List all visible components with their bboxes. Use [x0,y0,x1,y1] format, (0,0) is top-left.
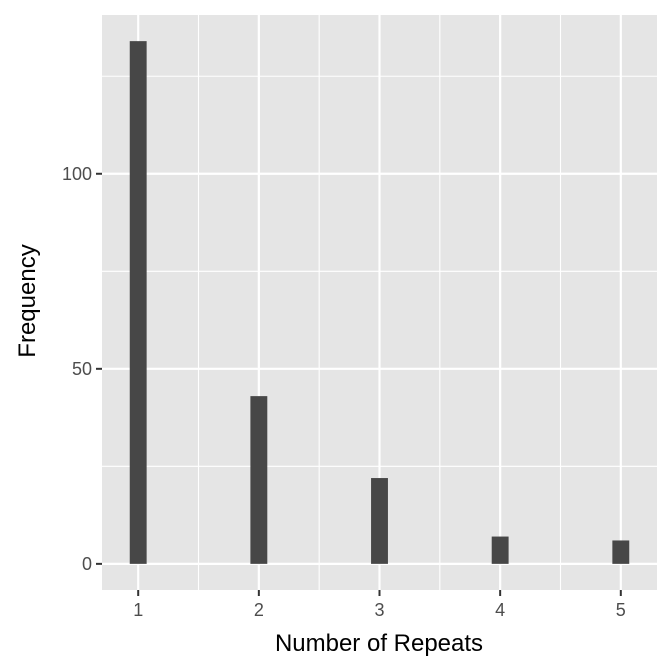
bars [129,41,630,564]
bar-2 [250,396,268,564]
y-axis-title: Frequency [14,244,41,357]
x-tick-label: 5 [616,600,626,620]
y-tick-label: 100 [62,164,92,184]
x-tick-label: 3 [374,600,384,620]
x-tick-label: 2 [254,600,264,620]
bar-5 [612,540,630,564]
bar-4 [491,536,509,564]
bar-3 [371,478,388,564]
x-axis-title: Number of Repeats [275,630,483,657]
y-tick-label: 0 [82,554,92,574]
x-tick-label: 4 [495,600,505,620]
x-tick-label: 1 [133,600,143,620]
x-axis-ticks: 1 2 3 4 5 [133,590,626,620]
y-tick-label: 50 [72,359,92,379]
y-axis-ticks: 0 50 100 [62,164,102,574]
bar-1 [129,41,147,564]
